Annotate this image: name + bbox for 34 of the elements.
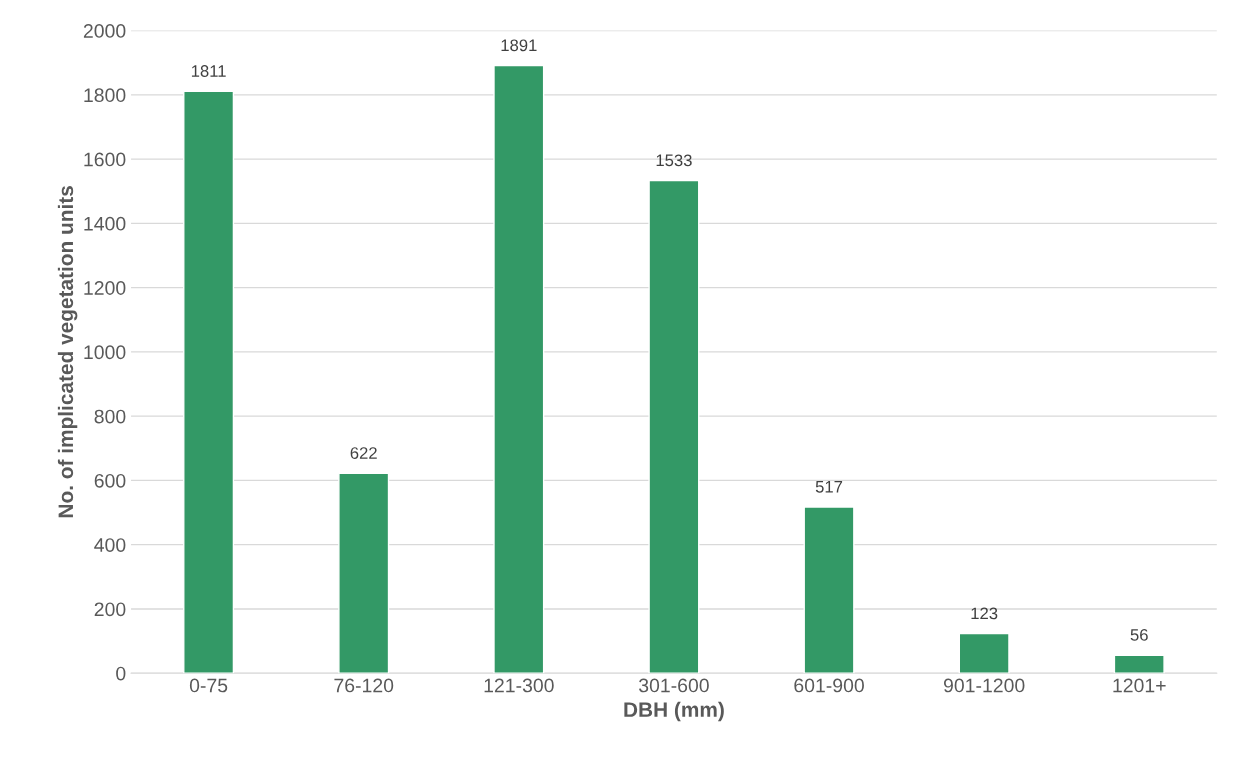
y-tick-label: 1200 xyxy=(84,281,126,295)
y-tick-label: 2000 xyxy=(83,24,126,38)
bar xyxy=(338,472,390,674)
y-tick-label: 600 xyxy=(94,473,126,488)
data-label: 622 xyxy=(350,447,377,459)
bar xyxy=(648,179,700,674)
bar xyxy=(958,632,1010,674)
x-tick-label: 1201+ xyxy=(1113,678,1166,693)
y-tick-label: 800 xyxy=(94,409,126,424)
x-tick-label: 76-120 xyxy=(334,678,394,693)
y-tick-label: 1600 xyxy=(84,152,126,167)
bar xyxy=(183,90,235,674)
data-label: 1811 xyxy=(191,65,226,77)
x-tick-label: 121-300 xyxy=(484,678,554,693)
y-tick-label: 1000 xyxy=(84,345,126,360)
y-axis-title: No. of implicated vegetation units xyxy=(57,186,78,518)
bar xyxy=(1113,654,1165,674)
x-tick-label: 301-600 xyxy=(638,678,709,693)
y-tick-label: 400 xyxy=(94,538,126,552)
y-tick-label: 1800 xyxy=(84,88,126,103)
y-tick-label: 1400 xyxy=(84,216,126,231)
x-axis-title: DBH (mm) xyxy=(624,701,724,722)
x-tick-label: 901-1200 xyxy=(943,678,1025,693)
data-label: 1533 xyxy=(656,154,692,167)
y-tick-label: 200 xyxy=(94,602,126,617)
x-tick-label: 601-900 xyxy=(794,678,864,693)
bar xyxy=(493,64,545,674)
data-label: 1891 xyxy=(501,39,537,52)
data-label: 517 xyxy=(815,481,843,493)
bar xyxy=(803,506,855,674)
data-label: 123 xyxy=(971,607,998,620)
data-label: 56 xyxy=(1130,629,1148,641)
x-tick-label: 0-75 xyxy=(189,678,228,693)
y-tick-label: 0 xyxy=(116,666,126,681)
